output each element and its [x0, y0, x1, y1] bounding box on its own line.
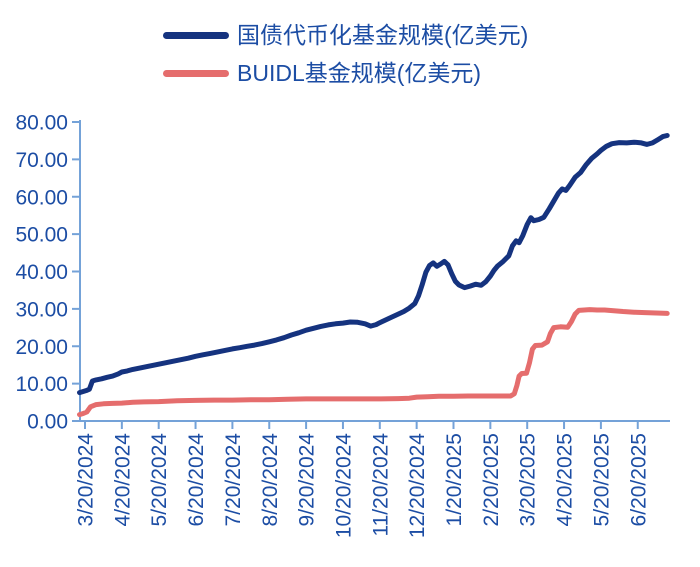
svg-text:60.00: 60.00	[15, 186, 68, 209]
svg-text:5/20/2025: 5/20/2025	[590, 433, 613, 526]
legend-line-swatch-buidl	[163, 69, 229, 77]
svg-text:11/20/2024: 11/20/2024	[369, 433, 392, 537]
svg-text:3/20/2025: 3/20/2025	[517, 433, 540, 526]
legend: 国债代币化基金规模(亿美元) BUIDL基金规模(亿美元)	[163, 16, 528, 92]
legend-label-tokenized-treasury: 国债代币化基金规模(亿美元)	[237, 21, 529, 48]
svg-text:40.00: 40.00	[15, 261, 68, 284]
svg-text:50.00: 50.00	[15, 224, 68, 247]
svg-text:5/20/2024: 5/20/2024	[148, 433, 171, 527]
series-line-1	[77, 307, 670, 418]
svg-text:2/20/2025: 2/20/2025	[480, 433, 503, 526]
svg-text:3/20/2024: 3/20/2024	[75, 433, 98, 527]
svg-text:12/20/2024: 12/20/2024	[406, 433, 429, 538]
svg-text:4/20/2024: 4/20/2024	[111, 433, 134, 527]
svg-text:1/20/2025: 1/20/2025	[443, 433, 466, 526]
svg-text:8/20/2024: 8/20/2024	[259, 433, 282, 527]
y-axis	[72, 120, 81, 422]
legend-item-tokenized-treasury: 国债代币化基金规模(亿美元)	[163, 16, 528, 54]
y-tick-labels: 80.00 70.00 60.00 50.00 40.00 30.00 20.00 10.00…	[15, 112, 68, 434]
legend-label-buidl: BUIDL基金规模(亿美元)	[237, 59, 482, 86]
svg-text:20.00: 20.00	[15, 336, 68, 359]
svg-text:9/20/2024: 9/20/2024	[296, 433, 319, 527]
svg-text:6/20/2024: 6/20/2024	[185, 433, 208, 527]
legend-item-buidl: BUIDL基金规模(亿美元)	[163, 54, 528, 92]
legend-line-swatch-tokenized-treasury	[163, 31, 229, 39]
svg-text:30.00: 30.00	[15, 298, 68, 321]
svg-text:0.00: 0.00	[27, 411, 68, 434]
svg-text:6/20/2025: 6/20/2025	[627, 433, 650, 526]
svg-text:80.00: 80.00	[15, 112, 68, 135]
x-axis	[79, 420, 670, 429]
x-tick-labels: 3/20/2024 4/20/2024 5/20/2024 6/20/2024 7/20…	[75, 433, 651, 538]
series-line-0	[77, 133, 670, 396]
svg-text:10/20/2024: 10/20/2024	[332, 433, 355, 538]
svg-text:10.00: 10.00	[15, 373, 68, 396]
svg-text:7/20/2024: 7/20/2024	[222, 433, 245, 527]
svg-text:4/20/2025: 4/20/2025	[554, 433, 577, 526]
svg-text:70.00: 70.00	[15, 149, 68, 172]
